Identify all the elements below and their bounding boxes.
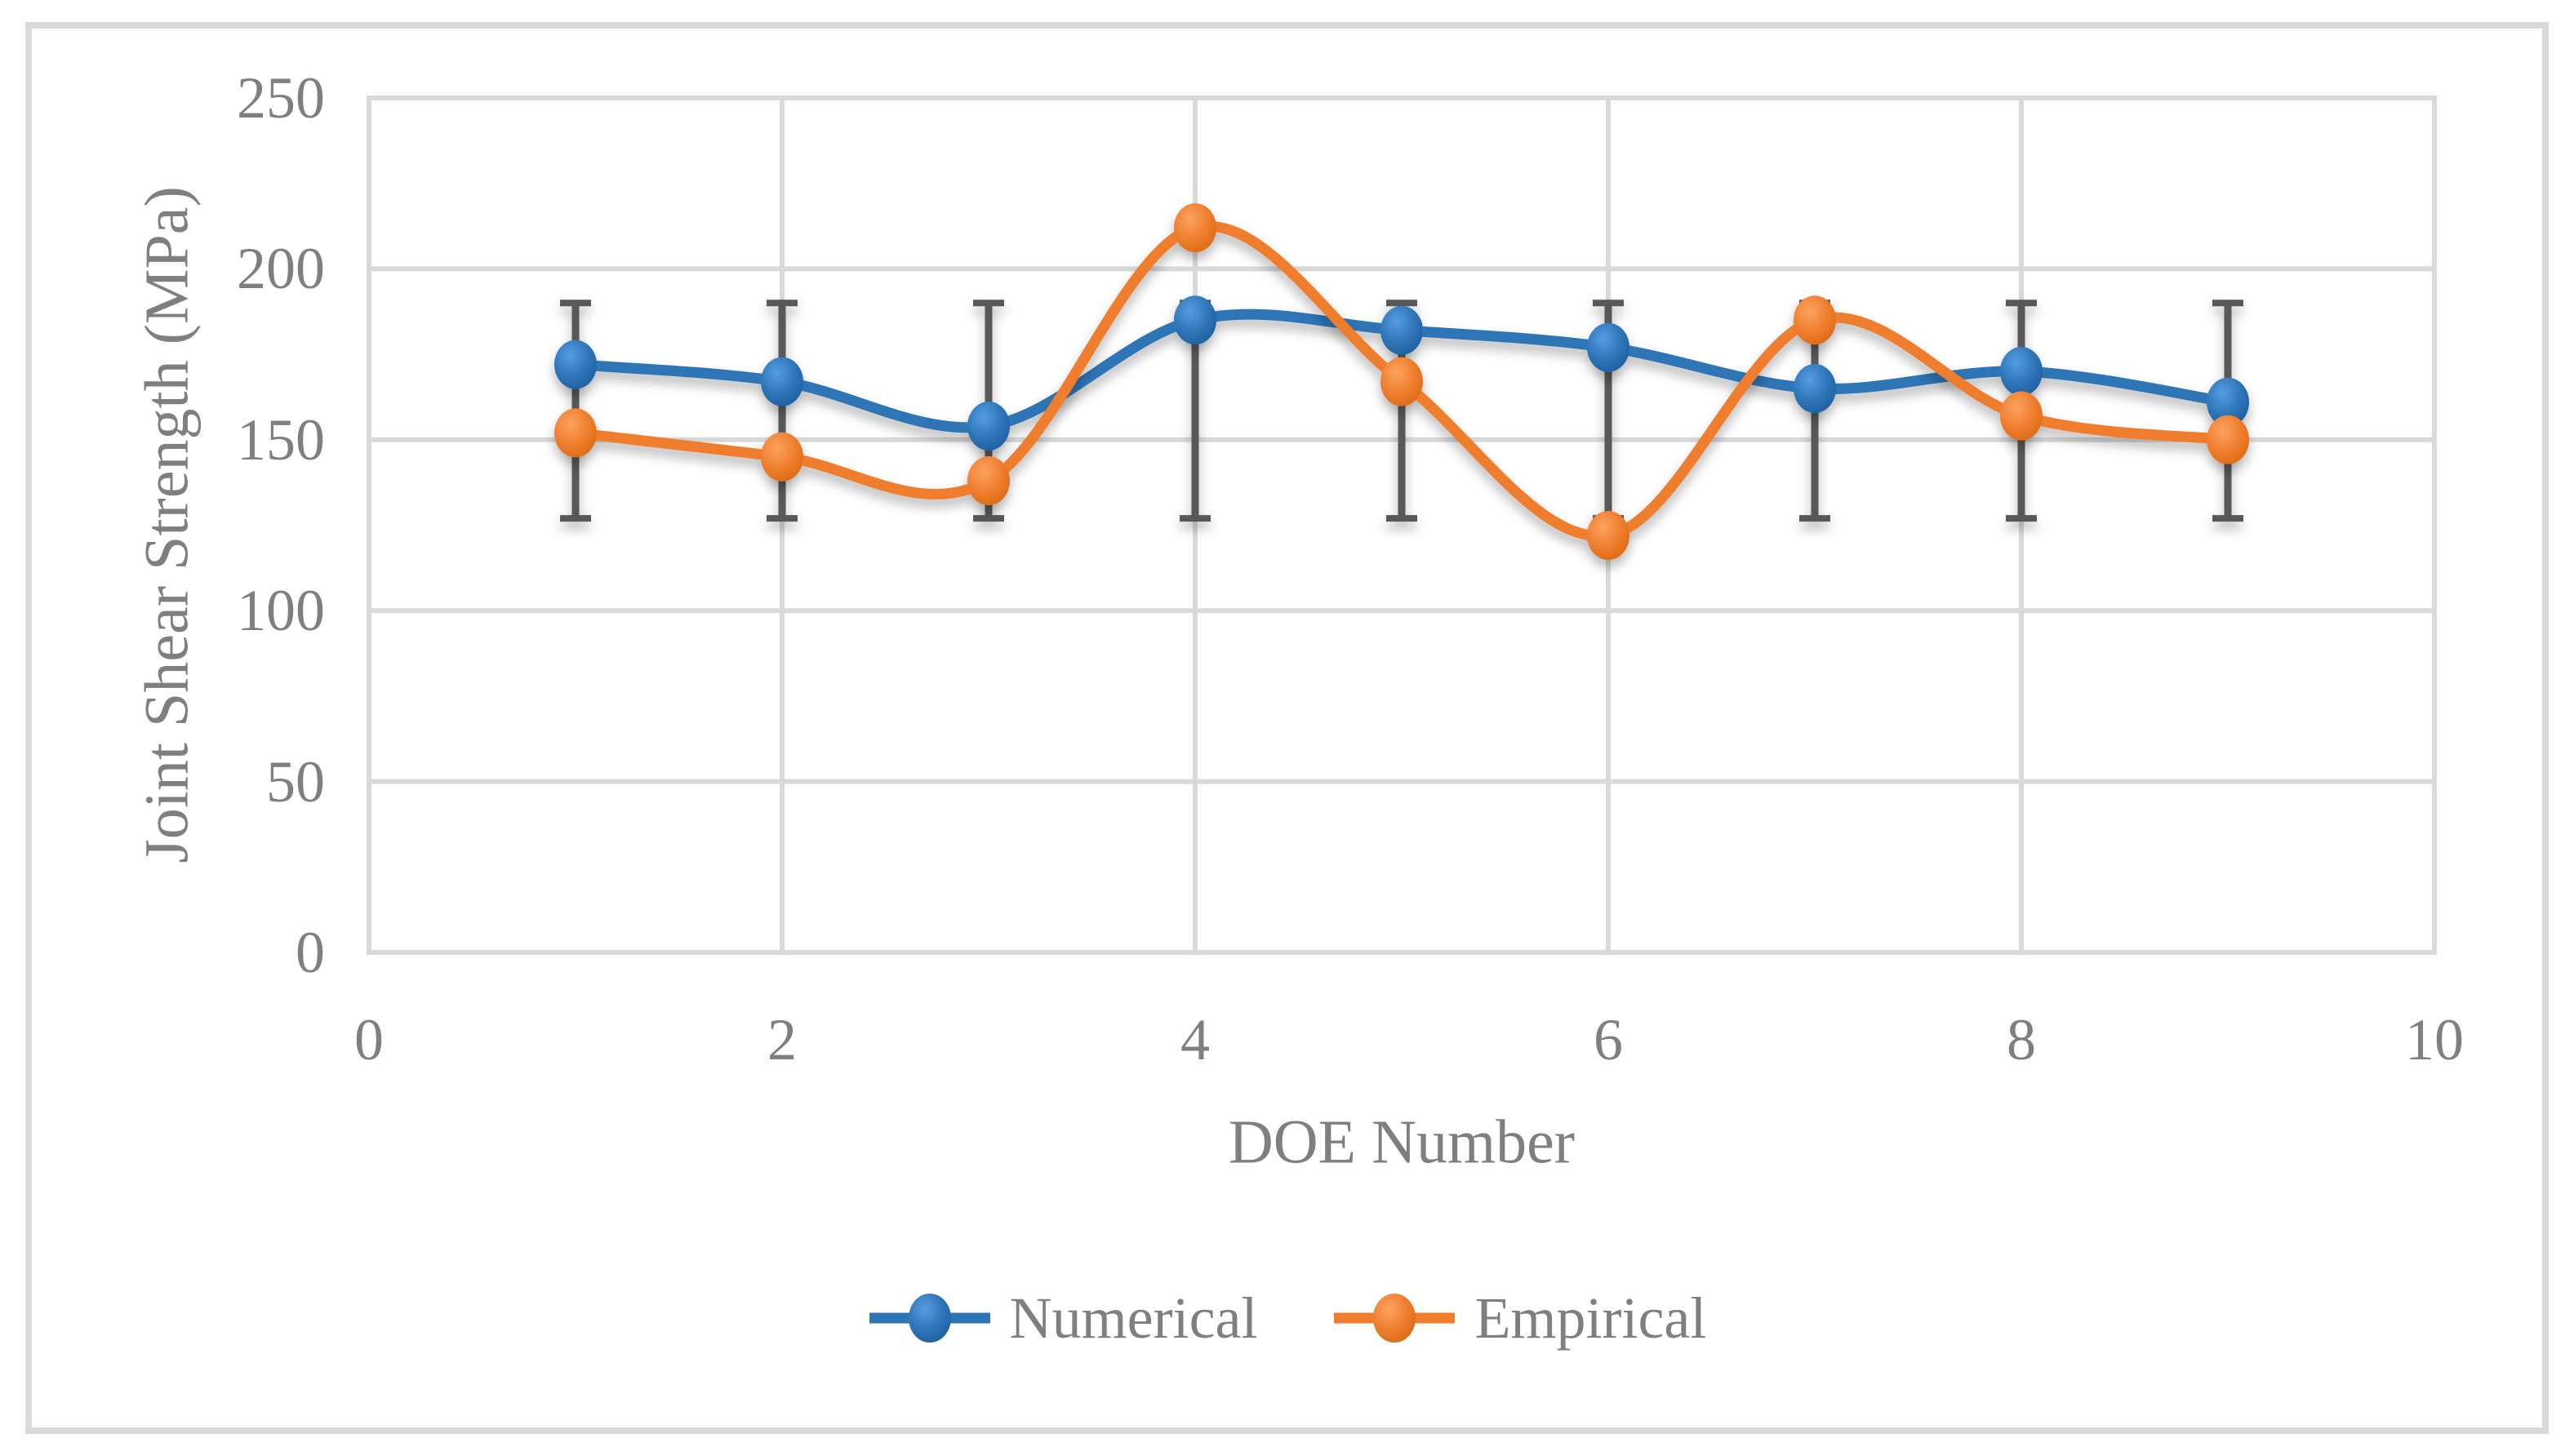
x-tick-label: 0	[354, 1007, 384, 1072]
legend-item-empirical: Empirical	[1332, 1286, 1706, 1350]
y-tick-label: 200	[237, 236, 325, 302]
legend-marker-numerical	[869, 1294, 990, 1343]
data-point-empirical	[761, 432, 803, 482]
data-point-numerical	[2000, 347, 2043, 397]
legend-label-empirical: Empirical	[1474, 1285, 1707, 1351]
x-tick-label: 10	[2405, 1007, 2464, 1072]
data-point-empirical	[2207, 415, 2249, 464]
data-point-empirical	[2000, 391, 2043, 441]
legend: Numerical Empirical	[0, 1283, 2574, 1353]
data-point-empirical	[554, 408, 597, 458]
data-point-numerical	[2207, 377, 2249, 427]
data-point-empirical	[1587, 511, 1629, 561]
data-point-empirical	[967, 456, 1010, 506]
y-tick-label: 100	[237, 578, 325, 644]
y-tick-label: 50	[266, 748, 325, 815]
data-point-empirical	[1174, 203, 1216, 253]
legend-label-numerical: Numerical	[1009, 1285, 1258, 1351]
y-tick-label: 250	[237, 65, 325, 131]
series-empirical	[554, 203, 2249, 561]
figure-border	[25, 22, 2549, 1434]
x-tick-label: 2	[767, 1007, 797, 1072]
data-point-numerical	[761, 357, 803, 406]
x-tick-label: 4	[1180, 1007, 1210, 1072]
y-tick-label: 150	[237, 406, 325, 473]
data-point-numerical	[1174, 295, 1216, 345]
legend-marker-empirical	[1334, 1294, 1456, 1343]
data-point-numerical	[1380, 305, 1423, 355]
legend-item-numerical: Numerical	[868, 1285, 1258, 1351]
data-point-numerical	[1794, 363, 1836, 413]
series-numerical	[554, 295, 2249, 451]
x-axis-title: DOE Number	[1228, 1108, 1576, 1177]
data-point-empirical	[1794, 295, 1836, 345]
data-point-numerical	[1587, 322, 1629, 372]
data-point-empirical	[1380, 357, 1423, 406]
x-tick-label: 6	[1594, 1007, 1623, 1072]
y-axis-tick-labels: 0 50 100 150 200 250	[0, 0, 327, 1456]
data-point-numerical	[967, 402, 1010, 451]
gridlines	[367, 95, 2437, 955]
data-point-numerical	[554, 340, 597, 389]
y-tick-label: 0	[296, 920, 325, 985]
x-tick-label: 8	[2007, 1007, 2036, 1072]
